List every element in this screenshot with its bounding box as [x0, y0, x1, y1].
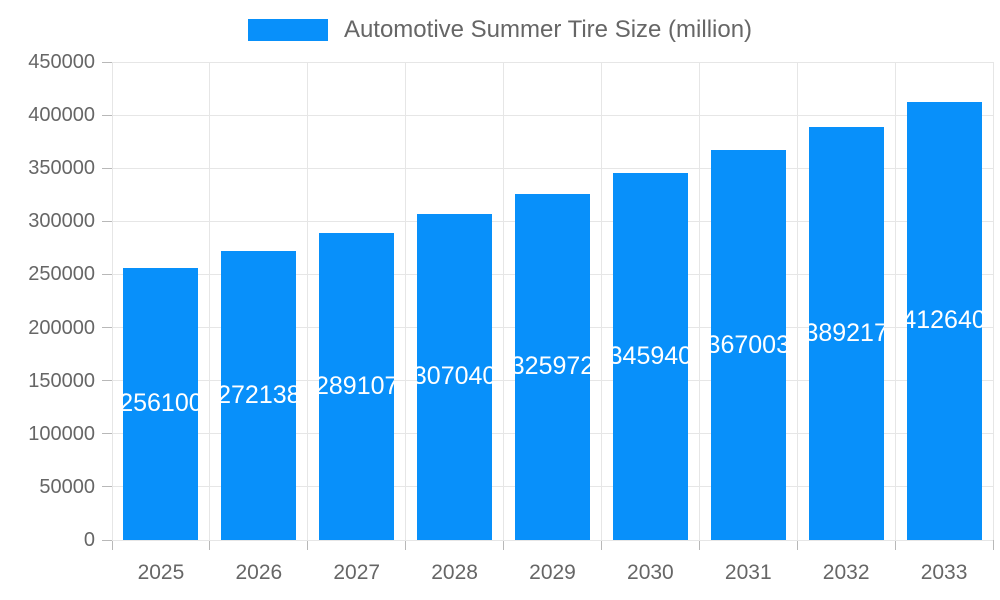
bar: 272138: [221, 250, 297, 540]
x-tick-mark: [111, 540, 113, 550]
x-axis-label: 2027: [333, 561, 381, 584]
legend-swatch: [247, 19, 328, 41]
y-tick-mark: [102, 114, 112, 116]
bar: 389217: [808, 126, 884, 540]
y-axis-label: 300000: [28, 210, 95, 233]
y-gridline: [112, 114, 993, 116]
bar: 412640: [906, 101, 982, 540]
legend-label: Automotive Summer Tire Size (million): [343, 16, 753, 43]
y-tick-mark: [102, 273, 112, 275]
bar-value-label: 289107: [319, 371, 395, 400]
x-axis-label: 2031: [724, 561, 772, 584]
x-tick-mark: [405, 540, 407, 550]
y-tick-mark: [102, 327, 112, 329]
x-gridline: [600, 62, 602, 540]
bar: 289107: [319, 232, 395, 540]
y-axis-label: 450000: [28, 51, 95, 73]
x-gridline: [307, 62, 309, 540]
y-tick-mark: [102, 539, 112, 541]
bar: 256100: [123, 267, 199, 540]
y-gridline: [112, 167, 993, 169]
x-tick-mark: [796, 540, 798, 550]
bar-value-label: 412640: [906, 306, 982, 335]
bar-value-label: 307040: [417, 362, 493, 391]
x-axis-label: 2029: [529, 561, 576, 584]
y-tick-mark: [102, 380, 112, 382]
x-tick-mark: [503, 540, 505, 550]
x-axis-label: 2032: [822, 561, 870, 584]
x-axis-label: 2033: [920, 561, 968, 584]
y-axis-label: 400000: [28, 104, 95, 127]
y-tick-mark: [102, 433, 112, 435]
x-axis-label: 2026: [235, 561, 283, 584]
bar-value-label: 256100: [123, 389, 199, 418]
x-axis-label: 2028: [431, 561, 478, 584]
y-gridline: [112, 61, 993, 63]
y-axis-label: 50000: [39, 475, 95, 498]
x-axis-label: 2030: [627, 561, 674, 584]
bar-value-label: 272138: [221, 380, 297, 409]
x-gridline: [894, 62, 896, 540]
chart-legend[interactable]: Automotive Summer Tire Size (million): [0, 16, 1000, 44]
x-tick-mark: [698, 540, 700, 550]
x-gridline: [992, 62, 994, 540]
x-tick-mark: [209, 540, 211, 550]
bar-value-label: 345940: [612, 341, 688, 370]
x-gridline: [405, 62, 407, 540]
x-tick-mark: [307, 540, 309, 550]
y-tick-mark: [102, 61, 112, 63]
x-axis-line: [112, 539, 993, 541]
y-axis-label: 100000: [28, 422, 95, 445]
x-gridline: [209, 62, 211, 540]
x-axis-label: 2025: [137, 561, 185, 584]
x-tick-mark: [894, 540, 896, 550]
bar: 367003: [710, 150, 786, 540]
x-gridline: [796, 62, 798, 540]
bar: 307040: [417, 213, 493, 540]
bar-value-label: 367003: [710, 330, 786, 359]
x-gridline: [111, 62, 113, 540]
y-axis-label: 0: [83, 529, 95, 551]
bar-value-label: 325972: [515, 352, 590, 381]
y-tick-mark: [102, 486, 112, 488]
x-tick-mark: [992, 540, 994, 550]
bar: 345940: [612, 172, 688, 540]
x-gridline: [503, 62, 505, 540]
bar-value-label: 389217: [808, 318, 884, 347]
x-gridline: [698, 62, 700, 540]
y-tick-mark: [102, 167, 112, 169]
y-axis-label: 150000: [28, 369, 95, 392]
y-axis-label: 250000: [28, 263, 95, 286]
y-tick-mark: [102, 220, 112, 222]
x-tick-mark: [600, 540, 602, 550]
y-axis-label: 200000: [28, 316, 95, 339]
bar: 325972: [515, 193, 590, 540]
y-axis-label: 350000: [28, 157, 95, 180]
